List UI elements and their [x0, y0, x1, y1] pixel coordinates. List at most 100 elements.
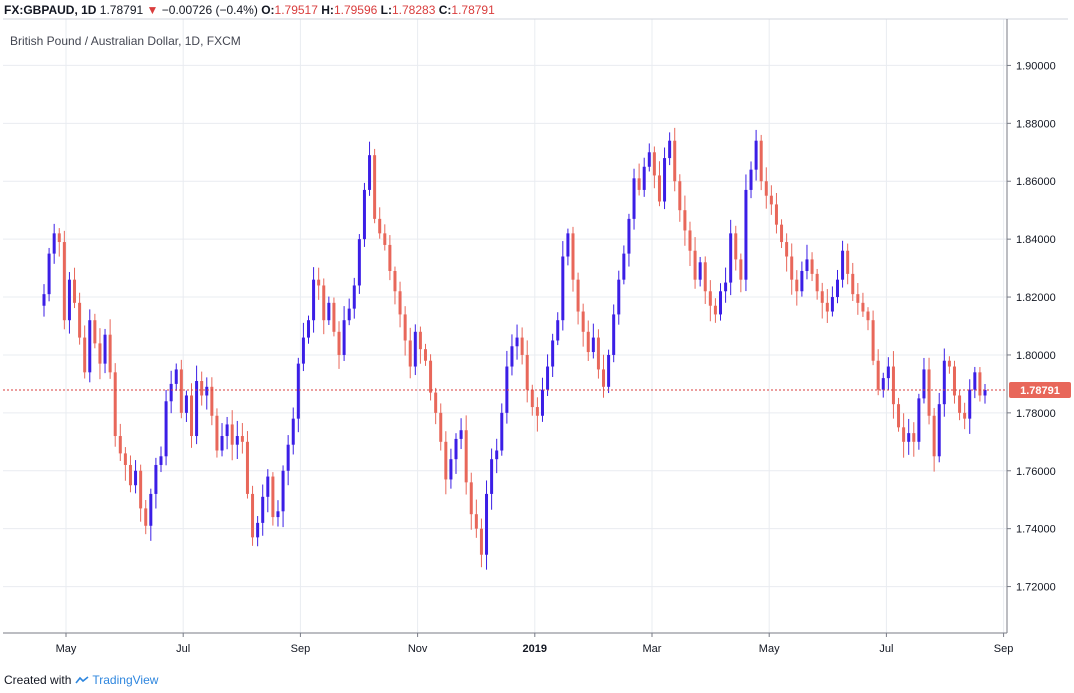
high-value: 1.79596 — [333, 3, 378, 17]
candle-body — [841, 250, 845, 280]
candle-body — [403, 314, 407, 341]
high-label: H: — [321, 3, 334, 17]
price-tick-label: 1.82000 — [1016, 292, 1056, 304]
candle-body — [98, 343, 102, 364]
candle-body — [281, 470, 285, 512]
grid-lines — [3, 19, 1007, 633]
footer: Created with TradingView — [4, 673, 158, 687]
candle-body — [230, 424, 234, 445]
candle-body — [769, 195, 773, 205]
candle-body — [902, 427, 906, 442]
candle-body — [261, 496, 265, 523]
candle-body — [240, 436, 244, 442]
candle-body — [474, 514, 478, 529]
candle-body — [342, 320, 346, 355]
candle-body — [749, 169, 753, 190]
candle-body — [571, 233, 575, 280]
candle-body — [800, 270, 804, 292]
candle-body — [632, 178, 636, 219]
candle-body — [429, 360, 433, 393]
candle-body — [785, 242, 789, 257]
candle-body — [439, 412, 443, 442]
candle-body — [942, 360, 946, 405]
candle-body — [663, 158, 667, 202]
candle-body — [200, 381, 204, 396]
candle-body — [88, 320, 92, 373]
time-tick-label: May — [759, 643, 780, 655]
candle-body — [566, 233, 570, 257]
time-tick-label: Jul — [879, 643, 893, 655]
candle-body — [683, 210, 687, 231]
candle-body — [912, 433, 916, 442]
candle-body — [851, 273, 855, 295]
time-tick-label: May — [56, 643, 77, 655]
candle-body — [118, 436, 122, 454]
candle-body — [790, 256, 794, 280]
candle-body — [317, 279, 321, 286]
candle-body — [825, 302, 829, 312]
candle-body — [413, 331, 417, 367]
candle-body — [83, 337, 87, 373]
candle-body — [642, 166, 646, 190]
candle-body — [179, 369, 183, 413]
candle-body — [535, 407, 539, 416]
candle-body — [123, 453, 127, 465]
candle-body — [154, 464, 158, 494]
candle-body — [607, 354, 611, 387]
candle-body — [734, 233, 738, 260]
price-tick-label: 1.76000 — [1016, 466, 1056, 478]
candle-body — [78, 302, 82, 338]
candle-body — [347, 308, 351, 321]
candle-body — [464, 430, 468, 483]
candle-body — [220, 436, 224, 451]
candle-body — [637, 178, 641, 190]
tradingview-brand[interactable]: TradingView — [92, 673, 159, 687]
candle-body — [586, 331, 590, 353]
candle-body — [479, 528, 483, 555]
candle-body — [449, 459, 453, 480]
price-tick-label: 1.78000 — [1016, 408, 1056, 420]
close-label: C: — [438, 3, 452, 17]
candle-body — [500, 412, 504, 451]
candle-body — [830, 297, 834, 312]
price-tick-label: 1.90000 — [1016, 60, 1056, 72]
candle-body — [454, 438, 458, 460]
candle-body — [149, 493, 153, 526]
price-tick-label: 1.84000 — [1016, 234, 1056, 246]
candle-body — [897, 404, 901, 428]
candle-body — [459, 430, 463, 439]
candle-body — [62, 242, 66, 321]
candle-body — [515, 337, 519, 347]
candle-body — [139, 470, 143, 509]
candle-body — [490, 459, 494, 494]
price-tick-label: 1.74000 — [1016, 524, 1056, 536]
candle-body — [286, 444, 290, 471]
candle-body — [652, 152, 656, 176]
candle-body — [952, 366, 956, 396]
candle-body — [963, 412, 967, 419]
candle-body — [368, 155, 372, 190]
price-change: −0.00726 (−0.4%) — [161, 3, 258, 17]
candle-body — [357, 239, 361, 286]
down-arrow-icon: ▼ — [146, 3, 159, 17]
candle-body — [617, 279, 621, 315]
candle-body — [968, 389, 972, 419]
candle-body — [505, 366, 509, 413]
candle-body — [729, 233, 733, 283]
price-axis[interactable]: 1.90000 1.88000 1.86000 1.84000 1.82000 1.800… — [1007, 60, 1056, 594]
candle-body — [907, 433, 911, 442]
candle-body — [759, 140, 763, 182]
candle-body — [296, 363, 300, 419]
candle-body — [922, 369, 926, 399]
candle-body — [271, 476, 275, 518]
candle-body — [551, 340, 555, 367]
candle-body — [57, 233, 61, 243]
candle-body — [190, 395, 194, 437]
candle-body — [159, 456, 163, 465]
candle-body — [373, 155, 377, 219]
candle-body — [418, 331, 422, 350]
candle-body — [856, 294, 860, 303]
time-axis[interactable]: May Jul Sep Nov 2019 Mar May Jul Sep — [56, 633, 1014, 655]
candle-body — [520, 337, 524, 355]
